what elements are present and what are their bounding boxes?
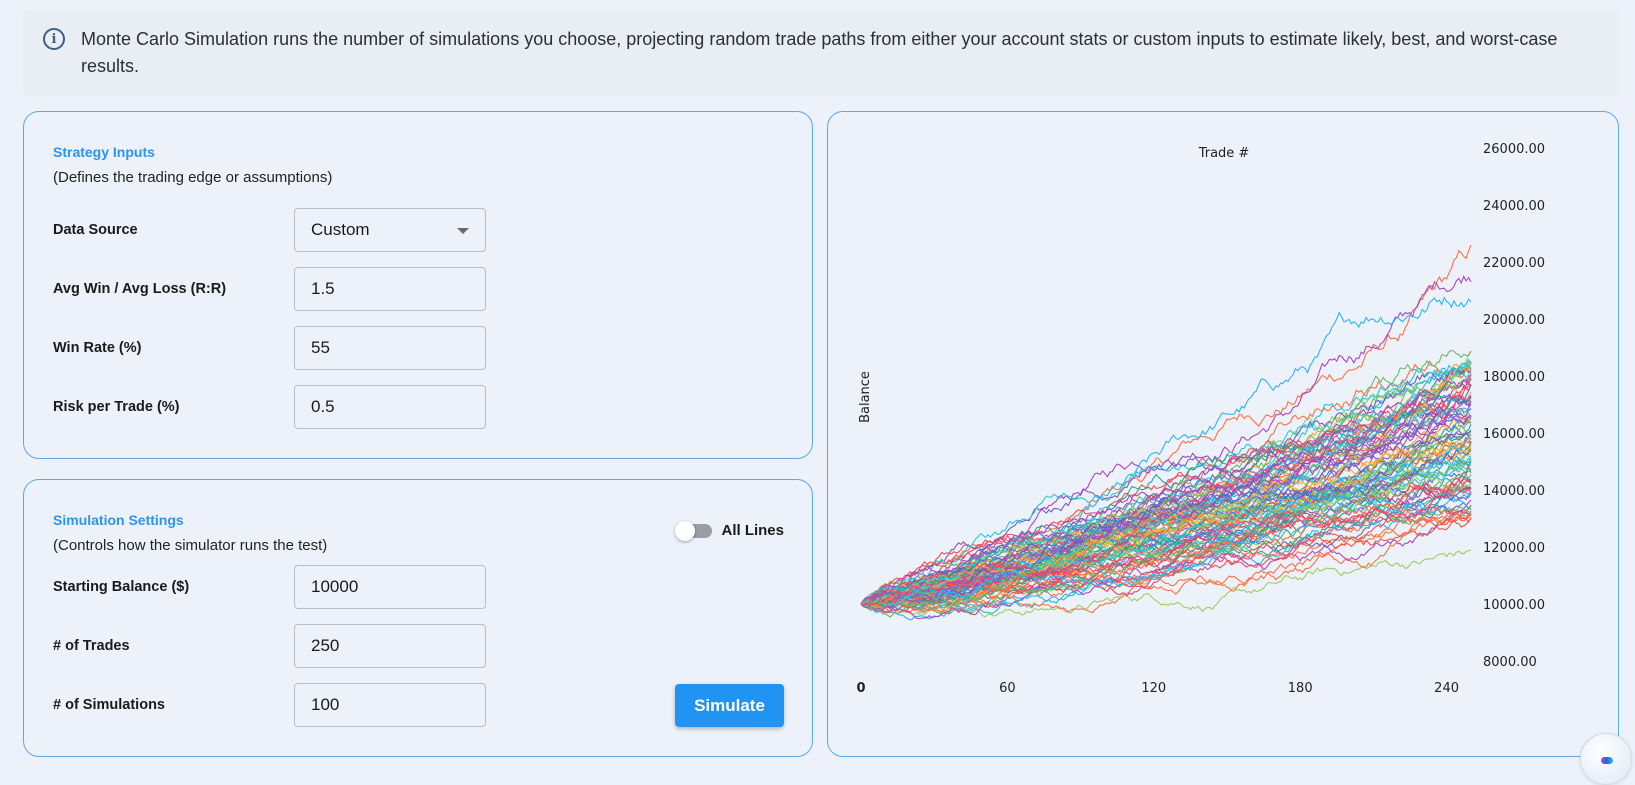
rr-input[interactable] — [294, 267, 486, 311]
svg-text:16000.00: 16000.00 — [1483, 427, 1545, 442]
simulation-line — [860, 430, 1472, 610]
svg-text:26000.00: 26000.00 — [1483, 142, 1545, 157]
simulation-line — [860, 244, 1472, 605]
all-lines-label: All Lines — [721, 522, 784, 539]
num-simulations-input[interactable] — [294, 683, 486, 727]
simulation-line — [860, 439, 1472, 605]
simulation-line — [860, 448, 1472, 609]
simulation-line — [860, 436, 1472, 605]
svg-text:14000.00: 14000.00 — [1483, 484, 1545, 499]
svg-text:240: 240 — [1434, 681, 1459, 696]
svg-text:180: 180 — [1288, 681, 1313, 696]
all-lines-toggle[interactable]: All Lines — [675, 520, 784, 541]
simulation-line — [860, 394, 1472, 605]
chevron-down-icon — [457, 228, 469, 234]
data-source-select[interactable]: Custom — [294, 208, 486, 252]
simulation-line — [860, 485, 1472, 607]
info-text: Monte Carlo Simulation runs the number o… — [81, 29, 1558, 76]
svg-text:0: 0 — [856, 681, 865, 696]
toggle-track[interactable] — [675, 520, 713, 541]
simulation-line — [860, 406, 1472, 605]
assistant-logo-icon — [1601, 757, 1613, 764]
simulation-line — [860, 423, 1472, 609]
simulation-settings-title: Simulation Settings — [53, 512, 184, 528]
simulation-line — [860, 518, 1472, 607]
simulation-line — [860, 414, 1472, 605]
svg-text:10000.00: 10000.00 — [1483, 598, 1545, 613]
rr-label: Avg Win / Avg Loss (R:R) — [53, 281, 227, 297]
svg-text:8000.00: 8000.00 — [1483, 655, 1537, 670]
simulation-line — [860, 431, 1472, 612]
win-rate-input[interactable] — [294, 326, 486, 370]
simulation-line — [860, 349, 1472, 607]
simulation-line — [860, 417, 1472, 605]
simulate-button[interactable]: Simulate — [675, 684, 784, 727]
starting-balance-input[interactable] — [294, 565, 486, 609]
simulation-line — [860, 364, 1472, 605]
x-axis-ticks: 0 60 120 180 240 — [856, 681, 1459, 696]
simulation-line — [860, 477, 1472, 607]
svg-text:12000.00: 12000.00 — [1483, 541, 1545, 556]
strategy-inputs-subtitle: (Defines the trading edge or assumptions… — [53, 169, 333, 186]
toggle-knob[interactable] — [675, 520, 696, 541]
simulation-line — [860, 436, 1472, 614]
strategy-inputs-card: Strategy Inputs (Defines the trading edg… — [23, 111, 813, 459]
x-axis-title: Trade # — [1198, 146, 1250, 161]
data-source-value: Custom — [311, 220, 370, 239]
risk-per-trade-input[interactable] — [294, 385, 486, 429]
num-trades-label: # of Trades — [53, 638, 130, 654]
simulation-settings-subtitle: (Controls how the simulator runs the tes… — [53, 537, 328, 554]
svg-text:120: 120 — [1141, 681, 1166, 696]
win-rate-label: Win Rate (%) — [53, 340, 142, 356]
simulation-lines — [860, 244, 1472, 621]
assistant-widget-button[interactable] — [1580, 733, 1632, 785]
svg-text:18000.00: 18000.00 — [1483, 370, 1545, 385]
y-axis-ticks: 26000.00 24000.00 22000.00 20000.00 18000.00… — [1483, 142, 1545, 670]
simulation-line — [860, 407, 1472, 605]
num-simulations-label: # of Simulations — [53, 697, 165, 713]
svg-text:22000.00: 22000.00 — [1483, 256, 1545, 271]
y-axis-title: Balance — [858, 371, 873, 423]
svg-text:24000.00: 24000.00 — [1483, 199, 1545, 214]
simulation-line — [860, 508, 1472, 615]
monte-carlo-chart: Trade # Balance 26000.00 24000.00 22000.00… — [856, 142, 1545, 696]
data-source-label: Data Source — [53, 222, 138, 238]
starting-balance-label: Starting Balance ($) — [53, 579, 190, 595]
simulation-line — [860, 499, 1472, 620]
info-icon: i — [43, 28, 65, 50]
chart-card: Trade # Balance 26000.00 24000.00 22000.00… — [827, 111, 1619, 757]
simulation-settings-card: Simulation Settings (Controls how the si… — [23, 479, 813, 757]
num-trades-input[interactable] — [294, 624, 486, 668]
simulation-line — [860, 275, 1472, 605]
svg-text:20000.00: 20000.00 — [1483, 313, 1545, 328]
risk-per-trade-label: Risk per Trade (%) — [53, 399, 180, 415]
strategy-inputs-title: Strategy Inputs — [53, 144, 155, 160]
info-banner: i Monte Carlo Simulation runs the number… — [23, 10, 1619, 96]
svg-text:60: 60 — [999, 681, 1016, 696]
